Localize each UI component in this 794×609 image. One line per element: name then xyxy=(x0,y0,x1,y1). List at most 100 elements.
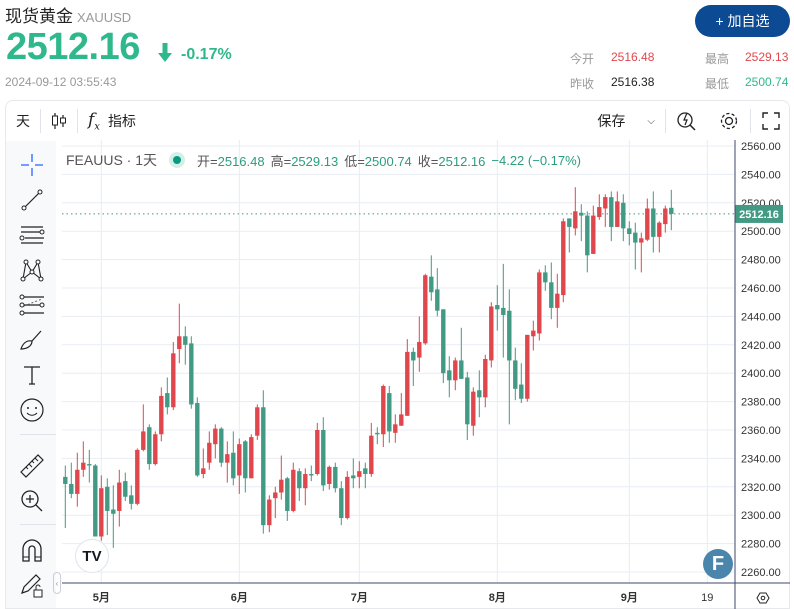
y-tick-label: 2420.00 xyxy=(741,340,781,352)
candle-body xyxy=(213,428,218,445)
candle-body xyxy=(429,276,434,293)
f-badge-icon[interactable]: F xyxy=(703,549,733,579)
y-tick-label: 2540.00 xyxy=(741,169,781,181)
tradingview-logo[interactable]: TV xyxy=(75,539,109,573)
save-button[interactable]: 保存 ⌵ xyxy=(587,101,665,141)
candle-body xyxy=(555,293,560,308)
pattern-tool[interactable] xyxy=(18,256,46,284)
candle-body xyxy=(459,360,464,379)
interval-button[interactable]: 天 xyxy=(16,113,30,129)
fullscreen-button[interactable] xyxy=(751,101,789,141)
candle-body xyxy=(243,441,248,479)
save-label: 保存 xyxy=(597,113,626,129)
candle-body xyxy=(483,359,488,398)
y-tick-label: 2460.00 xyxy=(741,283,781,295)
candle-body xyxy=(279,479,284,493)
candle-body xyxy=(363,468,368,475)
parallel-lines-tool[interactable] xyxy=(18,221,46,249)
add-to-watchlist-button[interactable]: + 加自选 xyxy=(695,5,790,37)
legend-change: −4.22 (−0.17%) xyxy=(491,152,582,168)
candle-body xyxy=(537,272,542,334)
candle-body xyxy=(231,452,236,479)
y-tick-label: 2340.00 xyxy=(741,453,781,465)
x-tick-label: 5月 xyxy=(93,591,110,604)
candles-icon xyxy=(52,113,66,129)
chart-toolbar: 天 fx 指标 保存 ⌵ xyxy=(6,101,789,141)
y-tick-label: 2560.00 xyxy=(741,141,781,153)
pencil-lock-icon xyxy=(21,574,43,598)
candle-body xyxy=(189,343,194,405)
candle-body xyxy=(525,334,530,399)
candle-body xyxy=(579,212,584,216)
ruler-tool[interactable] xyxy=(18,452,46,480)
candle-body xyxy=(513,360,518,389)
candle-body xyxy=(543,272,548,283)
legend-low: 低=2500.74 xyxy=(344,153,412,169)
y-tick-label: 2360.00 xyxy=(741,425,781,437)
candle-body xyxy=(249,437,254,479)
candle-body xyxy=(573,211,578,229)
chart-type-button[interactable] xyxy=(41,101,77,141)
candle-body xyxy=(399,414,404,426)
chevron-down-icon[interactable]: ⌵ xyxy=(647,115,655,127)
chart-widget: 天 fx 指标 保存 ⌵ xyxy=(5,100,790,609)
collapse-toolbar-button[interactable]: ‹ xyxy=(53,572,61,594)
candle-body xyxy=(225,454,230,463)
candle-body xyxy=(303,474,308,489)
lock-drawings-tool[interactable] xyxy=(18,571,46,599)
legend-open: 开=2516.48 xyxy=(197,153,265,169)
prev-close-label: 昨收 xyxy=(570,77,595,91)
trendline-tool[interactable] xyxy=(18,186,46,214)
quick-search-button[interactable] xyxy=(666,101,708,141)
candle-body xyxy=(381,385,386,435)
candle-body xyxy=(531,330,536,337)
candle-body xyxy=(501,307,506,315)
zoom-in-tool[interactable] xyxy=(18,487,46,515)
candle-body xyxy=(87,464,92,466)
axis-settings-icon[interactable] xyxy=(756,592,770,604)
brush-tool[interactable] xyxy=(18,326,46,354)
y-tick-label: 2500.00 xyxy=(741,226,781,238)
candle-body xyxy=(477,390,482,398)
text-tool[interactable] xyxy=(18,361,46,389)
fib-tool[interactable] xyxy=(18,291,46,319)
last-price-label: 2512.16 xyxy=(739,209,779,221)
pattern-icon xyxy=(20,259,44,282)
emoji-tool[interactable] xyxy=(18,396,46,424)
candle-body xyxy=(75,469,80,494)
candle-body xyxy=(159,395,164,435)
y-tick-label: 2300.00 xyxy=(741,510,781,522)
legend-high: 高=2529.13 xyxy=(270,153,339,169)
open-value: 2516.48 xyxy=(611,50,655,64)
candle-body xyxy=(393,424,398,433)
candle-body xyxy=(165,393,170,408)
candle-body xyxy=(549,282,554,308)
candle-body xyxy=(267,499,272,526)
crosshair-tool[interactable] xyxy=(18,151,46,179)
magnet-tool[interactable] xyxy=(18,537,46,565)
candle-body xyxy=(447,370,452,381)
candle-body xyxy=(105,486,110,511)
hexagon-shape xyxy=(756,592,770,604)
instrument-title: 现货黄金 XAUUSD xyxy=(5,2,131,27)
candle-body xyxy=(111,509,116,514)
candle-body xyxy=(153,434,158,465)
candle-body xyxy=(135,449,140,504)
candle-body xyxy=(339,488,344,519)
x-tick-label: 9月 xyxy=(621,591,638,604)
smiley-icon xyxy=(20,398,44,422)
current-price: 2512.16 xyxy=(6,26,140,68)
instrument-symbol: XAUUSD xyxy=(77,10,132,25)
candle-body xyxy=(333,466,338,489)
x-tick-label: 19 xyxy=(701,592,713,604)
settings-button[interactable] xyxy=(708,101,750,141)
candle-body xyxy=(507,310,512,361)
candles xyxy=(63,187,674,548)
candle-body xyxy=(81,462,86,470)
indicators-button[interactable]: fx 指标 xyxy=(78,101,146,141)
candle-body xyxy=(591,215,596,254)
candle-body xyxy=(651,208,656,237)
candle-body xyxy=(237,444,242,476)
candle-body xyxy=(129,495,134,504)
